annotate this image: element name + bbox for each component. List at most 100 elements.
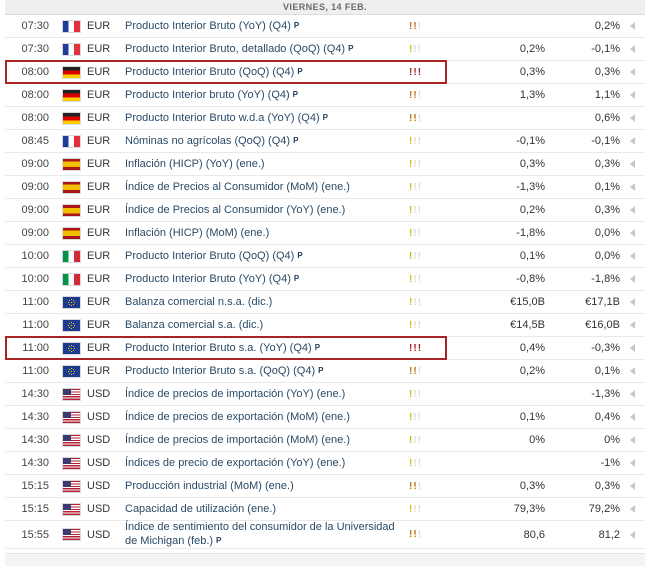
- importance-mark: !: [413, 43, 418, 55]
- event-row: 10:00 EUR Producto Interior Bruto (YoY) (Q…: [5, 268, 645, 291]
- preliminary-marker: P: [348, 44, 354, 53]
- flag-icon-fr: [61, 42, 81, 56]
- expand-arrow-cell[interactable]: [620, 436, 645, 444]
- event-link[interactable]: Índice de Precios al Consumidor (MoM) (e…: [125, 181, 409, 194]
- event-link[interactable]: Índice de precios de importación (MoM) (…: [125, 434, 409, 447]
- expand-arrow-cell[interactable]: [620, 91, 645, 99]
- forecast-value: 0,4%: [519, 342, 545, 354]
- importance-icon: !!!: [409, 20, 445, 32]
- previous-value: €16,0B: [585, 319, 620, 331]
- importance-mark: !: [409, 158, 414, 170]
- expand-arrow-cell[interactable]: [620, 459, 645, 467]
- previous-value: -1,8%: [591, 273, 620, 285]
- importance-mark: !: [409, 112, 414, 124]
- previous-value: 0,3%: [594, 158, 620, 170]
- importance-mark: !: [417, 503, 423, 515]
- importance-icon: !!!: [409, 112, 445, 124]
- expand-arrow-cell[interactable]: [620, 137, 645, 145]
- event-link[interactable]: Índices de precio de exportación (YoY) (…: [125, 457, 409, 470]
- event-link[interactable]: Índice de precios de exportación (MoM) (…: [125, 411, 409, 424]
- event-name: Producto Interior bruto (YoY) (Q4): [125, 89, 290, 101]
- forecast-value: -0,1%: [516, 135, 545, 147]
- flag-icon-es: [61, 203, 81, 217]
- event-link[interactable]: Producto Interior Bruto s.a. (QoQ) (Q4) P: [125, 364, 409, 378]
- event-link[interactable]: Inflación (HICP) (YoY) (ene.): [125, 158, 409, 171]
- event-link[interactable]: Índice de precios de importación (YoY) (…: [125, 388, 409, 401]
- event-name: Índice de precios de importación (MoM) (…: [125, 433, 350, 446]
- expand-arrow-cell[interactable]: [620, 298, 645, 306]
- event-link[interactable]: Producto Interior Bruto (QoQ) (Q4) P: [125, 249, 409, 263]
- event-row: 10:00 EUR Producto Interior Bruto (QoQ) (Q…: [5, 245, 645, 268]
- expand-arrow-cell[interactable]: [620, 183, 645, 191]
- previous-value: 0,1%: [594, 181, 620, 193]
- expand-arrow-cell[interactable]: [620, 45, 645, 53]
- importance-mark: !: [417, 43, 423, 55]
- event-link[interactable]: Producto Interior Bruto (QoQ) (Q4) P: [125, 65, 409, 79]
- expand-arrow-cell[interactable]: [620, 68, 645, 76]
- event-row: 07:30 EUR Producto Interior Bruto, detalla…: [5, 38, 645, 61]
- expand-arrow-cell[interactable]: [620, 206, 645, 214]
- left-triangle-icon: [630, 505, 635, 513]
- expand-arrow-cell[interactable]: [620, 114, 645, 122]
- flag-icon-es: [61, 180, 81, 194]
- event-link[interactable]: Producción industrial (MoM) (ene.): [125, 480, 409, 493]
- expand-arrow-cell[interactable]: [620, 482, 645, 490]
- preliminary-marker: P: [293, 274, 300, 283]
- importance-mark: !: [409, 204, 414, 216]
- event-row: 14:30 USD Índice de precios de importación…: [5, 429, 645, 452]
- importance-mark: !: [409, 250, 414, 262]
- event-link[interactable]: Producto Interior Bruto, detallado (QoQ)…: [125, 42, 409, 56]
- importance-mark: !: [413, 273, 418, 285]
- left-triangle-icon: [630, 160, 635, 168]
- expand-arrow-cell[interactable]: [620, 321, 645, 329]
- event-link[interactable]: Producto Interior Bruto w.d.a (YoY) (Q4)…: [125, 111, 409, 125]
- expand-arrow-cell[interactable]: [620, 413, 645, 421]
- forecast-value: 0,2%: [519, 365, 545, 377]
- expand-arrow-cell[interactable]: [620, 505, 645, 513]
- expand-arrow-cell[interactable]: [620, 344, 645, 352]
- left-triangle-icon: [630, 91, 635, 99]
- importance-icon: !!!: [409, 411, 445, 423]
- event-link[interactable]: Inflación (HICP) (MoM) (ene.): [125, 227, 409, 240]
- event-link[interactable]: Nóminas no agrícolas (QoQ) (Q4) P: [125, 134, 409, 148]
- event-link[interactable]: Capacidad de utilización (ene.): [125, 503, 409, 516]
- expand-arrow-cell[interactable]: [620, 530, 645, 539]
- preliminary-marker: P: [216, 536, 222, 545]
- importance-icon: !!!: [409, 296, 445, 308]
- expand-arrow-cell[interactable]: [620, 229, 645, 237]
- event-time: 15:15: [21, 503, 49, 515]
- importance-mark: !: [409, 43, 414, 55]
- expand-arrow-cell[interactable]: [620, 275, 645, 283]
- importance-icon: !!!: [409, 204, 445, 216]
- event-link[interactable]: Balanza comercial s.a. (dic.): [125, 319, 409, 332]
- event-link[interactable]: Índice de sentimiento del consumidor de …: [125, 521, 409, 548]
- left-triangle-icon: [630, 530, 635, 539]
- expand-arrow-cell[interactable]: [620, 367, 645, 375]
- event-link[interactable]: Producto Interior Bruto (YoY) (Q4) P: [125, 19, 409, 33]
- importance-mark: !: [417, 434, 423, 446]
- importance-mark: !: [409, 296, 414, 308]
- expand-arrow-cell[interactable]: [620, 160, 645, 168]
- flag-cell: [55, 528, 87, 541]
- event-link[interactable]: Producto Interior bruto (YoY) (Q4) P: [125, 88, 409, 102]
- importance-mark: !: [409, 388, 414, 400]
- expand-arrow-cell[interactable]: [620, 390, 645, 398]
- importance-mark: !: [413, 411, 418, 423]
- event-link[interactable]: Producto Interior Bruto (YoY) (Q4) P: [125, 272, 409, 286]
- event-time: 08:00: [21, 66, 49, 78]
- flag-icon-de: [61, 88, 81, 102]
- expand-arrow-cell[interactable]: [620, 252, 645, 260]
- calendar-table: 07:30 EUR Producto Interior Bruto (YoY) (Q…: [5, 15, 645, 549]
- flag-cell: [55, 134, 87, 148]
- event-time: 09:00: [21, 227, 49, 239]
- event-link[interactable]: Balanza comercial n.s.a. (dic.): [125, 296, 409, 309]
- preliminary-marker: P: [322, 113, 328, 122]
- event-link[interactable]: Producto Interior Bruto s.a. (YoY) (Q4) P: [125, 341, 409, 355]
- flag-icon-it: [61, 272, 81, 286]
- previous-value: 79,2%: [588, 503, 620, 515]
- expand-arrow-cell[interactable]: [620, 22, 645, 30]
- flag-icon-es: [61, 157, 81, 171]
- event-link[interactable]: Índice de Precios al Consumidor (YoY) (e…: [125, 204, 409, 217]
- flag-cell: [55, 479, 87, 493]
